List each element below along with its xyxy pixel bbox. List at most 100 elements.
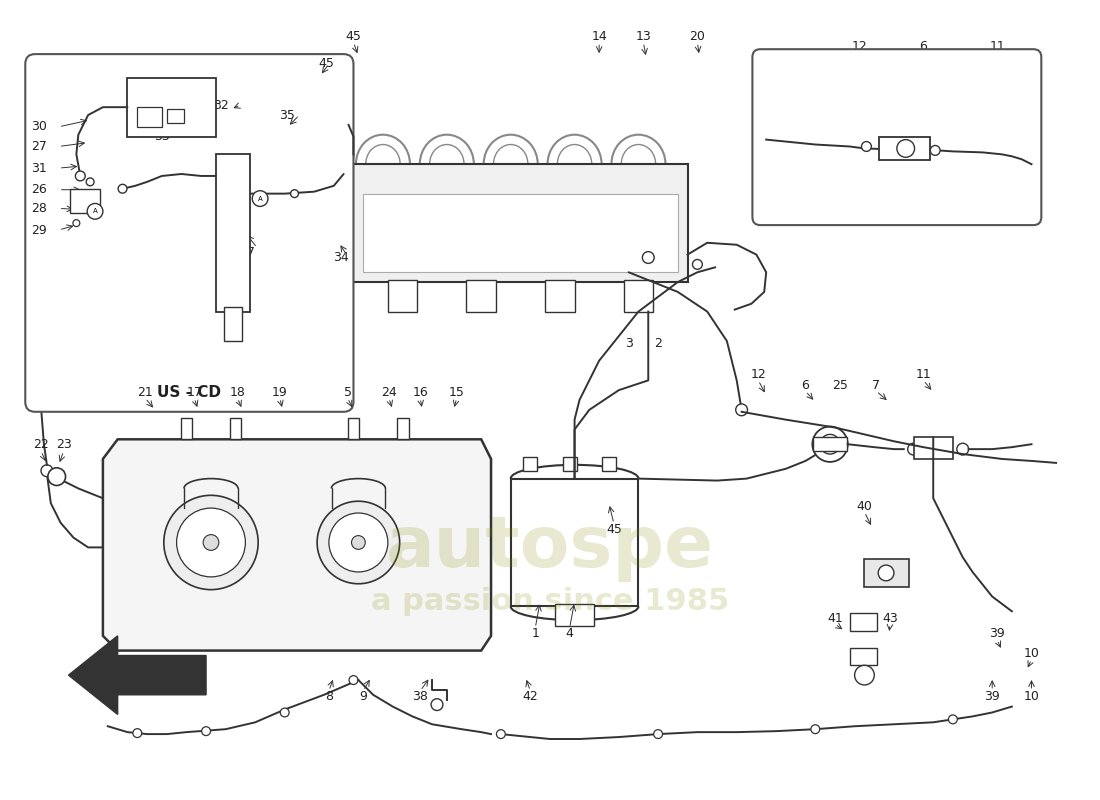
Text: 37: 37 [240, 246, 255, 259]
Text: 35: 35 [278, 109, 295, 122]
Text: 40: 40 [857, 500, 872, 513]
Circle shape [896, 140, 914, 158]
FancyBboxPatch shape [752, 49, 1042, 225]
Circle shape [878, 565, 894, 581]
Text: 25: 25 [832, 378, 848, 392]
Bar [563, 457, 576, 470]
Circle shape [317, 502, 399, 584]
Circle shape [496, 730, 505, 738]
Bar [353, 164, 688, 282]
Bar [70, 189, 100, 214]
Circle shape [201, 726, 210, 735]
Text: 8: 8 [324, 690, 333, 703]
Text: 14: 14 [592, 30, 607, 43]
Circle shape [86, 178, 95, 186]
Text: 1: 1 [531, 627, 539, 640]
Text: 6: 6 [920, 40, 927, 53]
Text: 41: 41 [827, 612, 843, 625]
Circle shape [431, 698, 443, 710]
Bar [180, 418, 192, 439]
Circle shape [908, 443, 920, 455]
Bar [388, 280, 417, 311]
Circle shape [329, 513, 388, 572]
Text: 10: 10 [1024, 690, 1040, 703]
Text: 20: 20 [690, 30, 705, 43]
Polygon shape [68, 636, 206, 714]
Bar [466, 280, 496, 311]
Circle shape [41, 465, 53, 477]
Circle shape [48, 468, 66, 486]
Bar [216, 154, 251, 311]
Text: 12: 12 [851, 40, 868, 53]
Bar [223, 306, 242, 341]
Circle shape [736, 404, 748, 416]
Bar [524, 457, 537, 470]
Circle shape [118, 184, 127, 193]
Text: 33: 33 [154, 130, 169, 143]
Circle shape [290, 190, 298, 198]
Text: 18: 18 [230, 386, 245, 398]
Text: 26: 26 [31, 183, 47, 196]
Circle shape [73, 220, 80, 226]
Text: 24: 24 [381, 386, 397, 398]
Circle shape [204, 534, 219, 550]
Text: 31: 31 [31, 162, 47, 174]
FancyBboxPatch shape [25, 54, 353, 412]
Bar [879, 137, 931, 160]
Text: 9: 9 [360, 690, 367, 703]
Bar [914, 438, 953, 459]
Text: A: A [257, 195, 263, 202]
Text: 45: 45 [606, 523, 621, 536]
Polygon shape [103, 439, 491, 650]
Bar [554, 604, 594, 626]
Bar [865, 559, 909, 586]
Bar [849, 648, 877, 666]
Text: 19: 19 [272, 386, 287, 398]
Bar [167, 109, 185, 123]
Circle shape [813, 426, 848, 462]
Circle shape [76, 171, 85, 181]
Bar [510, 478, 638, 606]
Text: 15: 15 [449, 386, 464, 398]
Text: 22: 22 [33, 438, 48, 450]
Bar [128, 78, 216, 137]
Circle shape [957, 443, 969, 455]
Text: 23: 23 [56, 438, 72, 450]
Circle shape [948, 715, 957, 724]
Circle shape [821, 434, 840, 454]
Bar [546, 280, 574, 311]
Text: 28: 28 [31, 202, 47, 215]
Circle shape [653, 730, 662, 738]
Text: 11: 11 [915, 368, 932, 381]
Text: 32: 32 [213, 98, 229, 112]
Bar [624, 280, 653, 311]
Text: 12: 12 [750, 368, 767, 381]
Text: 30: 30 [31, 120, 47, 134]
Circle shape [352, 536, 365, 550]
Circle shape [133, 729, 142, 738]
Text: US - CD: US - CD [157, 385, 221, 400]
Text: 29: 29 [31, 223, 47, 237]
Text: 45: 45 [318, 58, 334, 70]
Circle shape [642, 252, 654, 263]
Bar [363, 194, 678, 272]
Circle shape [252, 190, 268, 206]
Bar [397, 418, 408, 439]
Text: 7: 7 [872, 378, 880, 392]
Bar [849, 614, 877, 631]
Text: 5: 5 [343, 386, 352, 398]
Circle shape [931, 146, 940, 155]
Text: 36: 36 [223, 315, 239, 328]
Circle shape [280, 708, 289, 717]
Circle shape [87, 203, 103, 219]
Text: A: A [92, 208, 98, 214]
Text: autospe: autospe [386, 513, 714, 582]
Text: 2: 2 [654, 337, 662, 350]
Text: 39: 39 [989, 627, 1005, 640]
Text: 16: 16 [412, 386, 428, 398]
Text: 6: 6 [802, 378, 810, 392]
Text: 3: 3 [625, 337, 632, 350]
Text: 39: 39 [984, 690, 1000, 703]
Text: 27: 27 [31, 140, 47, 153]
Text: 13: 13 [636, 30, 651, 43]
